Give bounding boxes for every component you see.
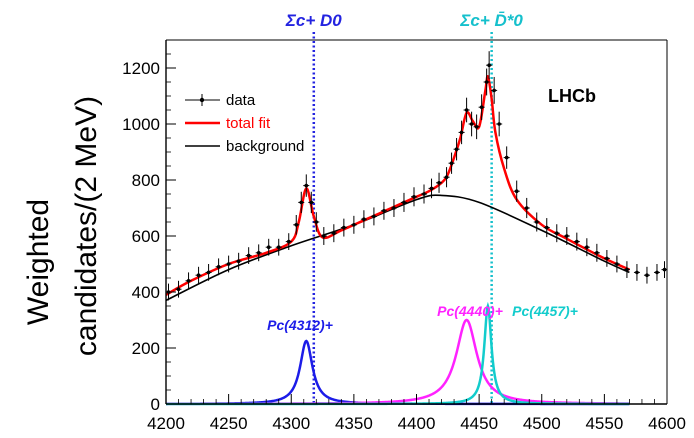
x-tick-label: 4350 [335, 414, 373, 433]
resonance-label-2: Pc(4457)+ [512, 303, 578, 319]
data-point [497, 122, 501, 126]
data-point [625, 267, 629, 272]
data-point [286, 239, 291, 244]
data-point [304, 183, 309, 188]
data-point [662, 267, 667, 272]
data-point [314, 220, 319, 224]
x-tick-label: 4200 [147, 414, 185, 433]
x-tick-label: 4500 [523, 414, 561, 433]
resonance-curve-0 [166, 339, 630, 406]
data-point [655, 270, 659, 275]
data-point [276, 245, 281, 249]
data-point [504, 155, 509, 160]
data-point [645, 273, 649, 278]
legend-label-0: data [226, 92, 256, 109]
data-point [459, 130, 464, 135]
data-point [226, 262, 231, 266]
data-point [322, 234, 326, 238]
data-point [437, 181, 441, 185]
data-point [216, 265, 221, 269]
data-point [544, 225, 549, 230]
y-axis-label-line2: candidates/(2 MeV) [70, 96, 103, 356]
data-point [492, 88, 496, 93]
data-point [449, 161, 454, 165]
data-point [342, 225, 346, 230]
data-point [444, 175, 449, 179]
x-tick-label: 4550 [585, 414, 623, 433]
data-point [176, 287, 181, 292]
data-point [256, 251, 261, 255]
axes-layer: 4200 4250 4300 4350 4400 4450 4500 4550 4600 0 200… [122, 39, 686, 433]
data-point [554, 231, 559, 235]
legend-label-2: background [226, 138, 304, 155]
data-point [487, 63, 491, 67]
legend: data total fit background [185, 92, 304, 155]
resonance-label-0: Pc(4312)+ [267, 317, 333, 333]
legend-swatch-marker-0 [199, 97, 205, 103]
x-tick-label: 4300 [272, 414, 310, 433]
x-tick-label: 4250 [210, 414, 248, 433]
data-point [352, 223, 356, 227]
data-point [294, 223, 299, 227]
resonance-curve-2 [166, 301, 630, 406]
data-point [309, 200, 314, 205]
y-tick-label: 800 [132, 171, 160, 190]
data-point [635, 270, 639, 275]
threshold-label-1: Σc+ D̄*0 [459, 11, 523, 30]
data-point [372, 214, 376, 219]
experiment-label: LHCb [548, 86, 596, 106]
data-point [464, 108, 469, 112]
data-point [565, 234, 569, 238]
data-point [266, 245, 271, 249]
data-point [605, 256, 609, 261]
y-tick-label: 0 [151, 395, 160, 414]
legend-label-1: total fit [226, 115, 271, 132]
data-point [524, 206, 529, 210]
data-point [534, 220, 539, 224]
data-point [575, 239, 579, 244]
data-point [474, 125, 479, 129]
data-point [585, 245, 589, 249]
data-point [469, 122, 474, 126]
resonance-curve-1 [166, 318, 630, 406]
label-layer: Pc(4312)+ Pc(4440)+ Pc(4457)+ LHCb [267, 86, 596, 333]
y-axis-label-line1: Weighted [22, 199, 55, 325]
y-tick-label: 1000 [122, 115, 160, 134]
data-point [246, 253, 251, 258]
data-point [206, 270, 211, 275]
data-point [422, 192, 426, 196]
data-point [429, 186, 434, 191]
resonance-label-1: Pc(4440)+ [437, 303, 503, 319]
y-tick-label: 600 [132, 227, 160, 246]
data-point [595, 251, 599, 255]
data-point [479, 105, 484, 109]
data-point [402, 200, 406, 205]
data-point [186, 279, 191, 283]
y-tick-label: 200 [132, 339, 160, 358]
data-point [392, 206, 396, 210]
data-point [454, 147, 459, 151]
x-tick-label: 4600 [648, 414, 686, 433]
data-point [299, 200, 304, 205]
y-tick-label: 1200 [122, 59, 160, 78]
y-tick-label: 400 [132, 283, 160, 302]
data-point [332, 231, 336, 235]
data-point [362, 217, 366, 221]
total-fit-curve [165, 75, 630, 296]
data-point [382, 209, 386, 213]
x-tick-label: 4400 [398, 414, 436, 433]
data-point [514, 189, 519, 193]
data-point-layer [165, 51, 668, 301]
data-point [484, 80, 489, 84]
x-tick-label: 4450 [460, 414, 498, 433]
background-curve [165, 194, 630, 302]
data-point [412, 195, 416, 199]
data-point [196, 273, 201, 278]
data-point [236, 259, 241, 264]
data-point [615, 262, 619, 266]
threshold-label-0: Σc+ D0 [285, 11, 342, 30]
